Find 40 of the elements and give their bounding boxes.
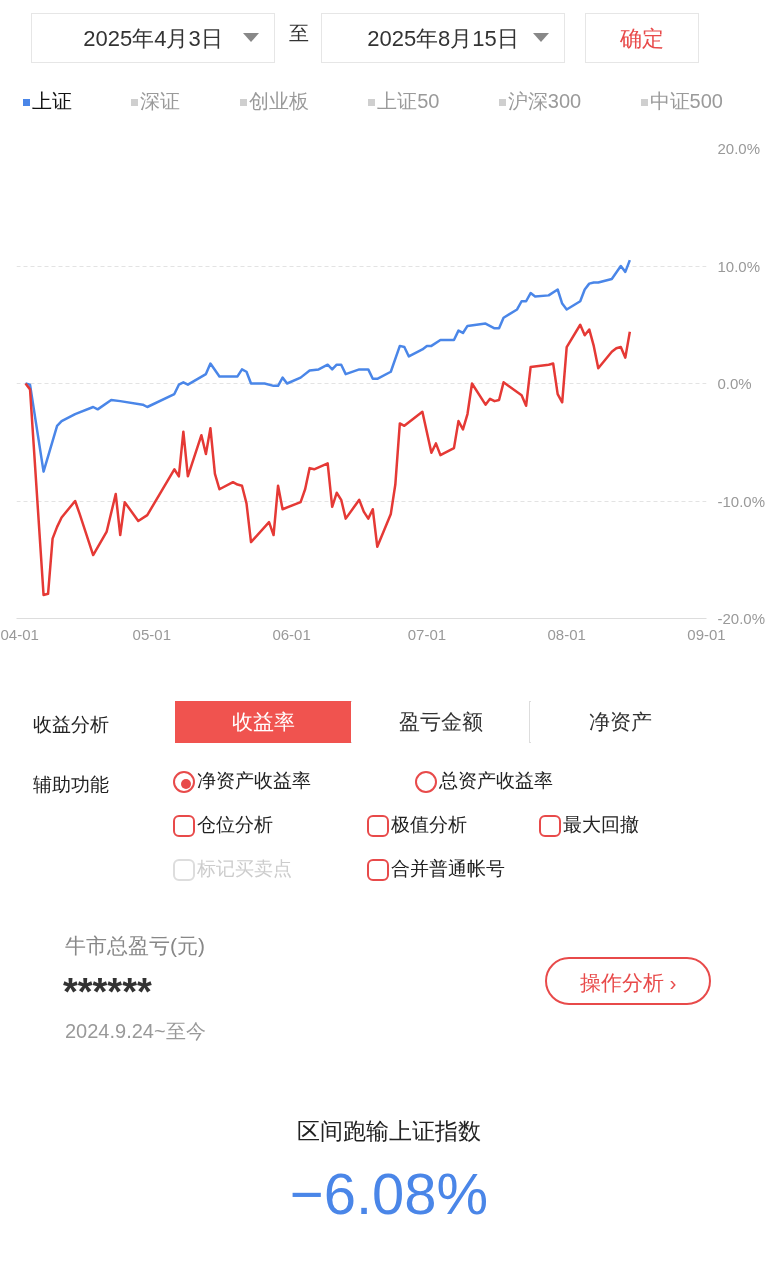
y-tick-label: 10.0%	[717, 257, 761, 275]
text: 总资产收益率	[438, 769, 553, 793]
text: 牛市总盈亏(元)	[65, 933, 205, 959]
text: 最大回撤	[562, 813, 639, 837]
line-series	[24, 323, 632, 597]
text: 2025年8月15日	[321, 13, 565, 63]
text: 2024.9.24~至今	[65, 1019, 206, 1044]
text: 合并普通帐号	[390, 857, 505, 881]
text: 区间跑输上证指数	[296, 1117, 482, 1146]
y-tick-label: -20.0%	[717, 610, 766, 627]
x-tick-label: 04-01	[0, 625, 39, 643]
x-tick-label: 05-01	[132, 625, 171, 643]
text: 辅助功能	[33, 773, 109, 797]
x-tick-label: 08-01	[547, 625, 586, 643]
text: 深证	[140, 90, 181, 112]
text: 净资产收益率	[196, 769, 311, 793]
text: 收益分析	[33, 713, 109, 737]
line-series	[24, 258, 632, 473]
text: 仓位分析	[196, 813, 273, 837]
text: 确定	[585, 13, 699, 63]
text: 上证50	[377, 90, 440, 112]
y-tick-label: 0.0%	[717, 375, 752, 392]
text: 极值分析	[390, 813, 467, 837]
y-tick-label: 20.0%	[717, 140, 761, 157]
text: 至	[289, 21, 309, 46]
text: 沪深300	[507, 90, 582, 112]
text: 创业板	[248, 90, 309, 112]
text: 2025年4月3日	[31, 13, 275, 63]
y-tick-label: -10.0%	[717, 492, 766, 510]
text: ******	[63, 970, 152, 1015]
x-tick-label: 06-01	[272, 625, 311, 643]
text: −6.08%	[288, 1160, 490, 1228]
text: 操作分析 ›	[545, 957, 711, 1005]
x-tick-label: 07-01	[407, 625, 447, 643]
text: 盈亏金额	[352, 701, 530, 743]
legend-label: 上证	[32, 90, 72, 112]
text: 净资产	[531, 701, 709, 743]
text: 中证500	[649, 90, 723, 112]
text: 收益率	[175, 701, 351, 743]
x-tick-label: 09-01	[687, 625, 726, 643]
